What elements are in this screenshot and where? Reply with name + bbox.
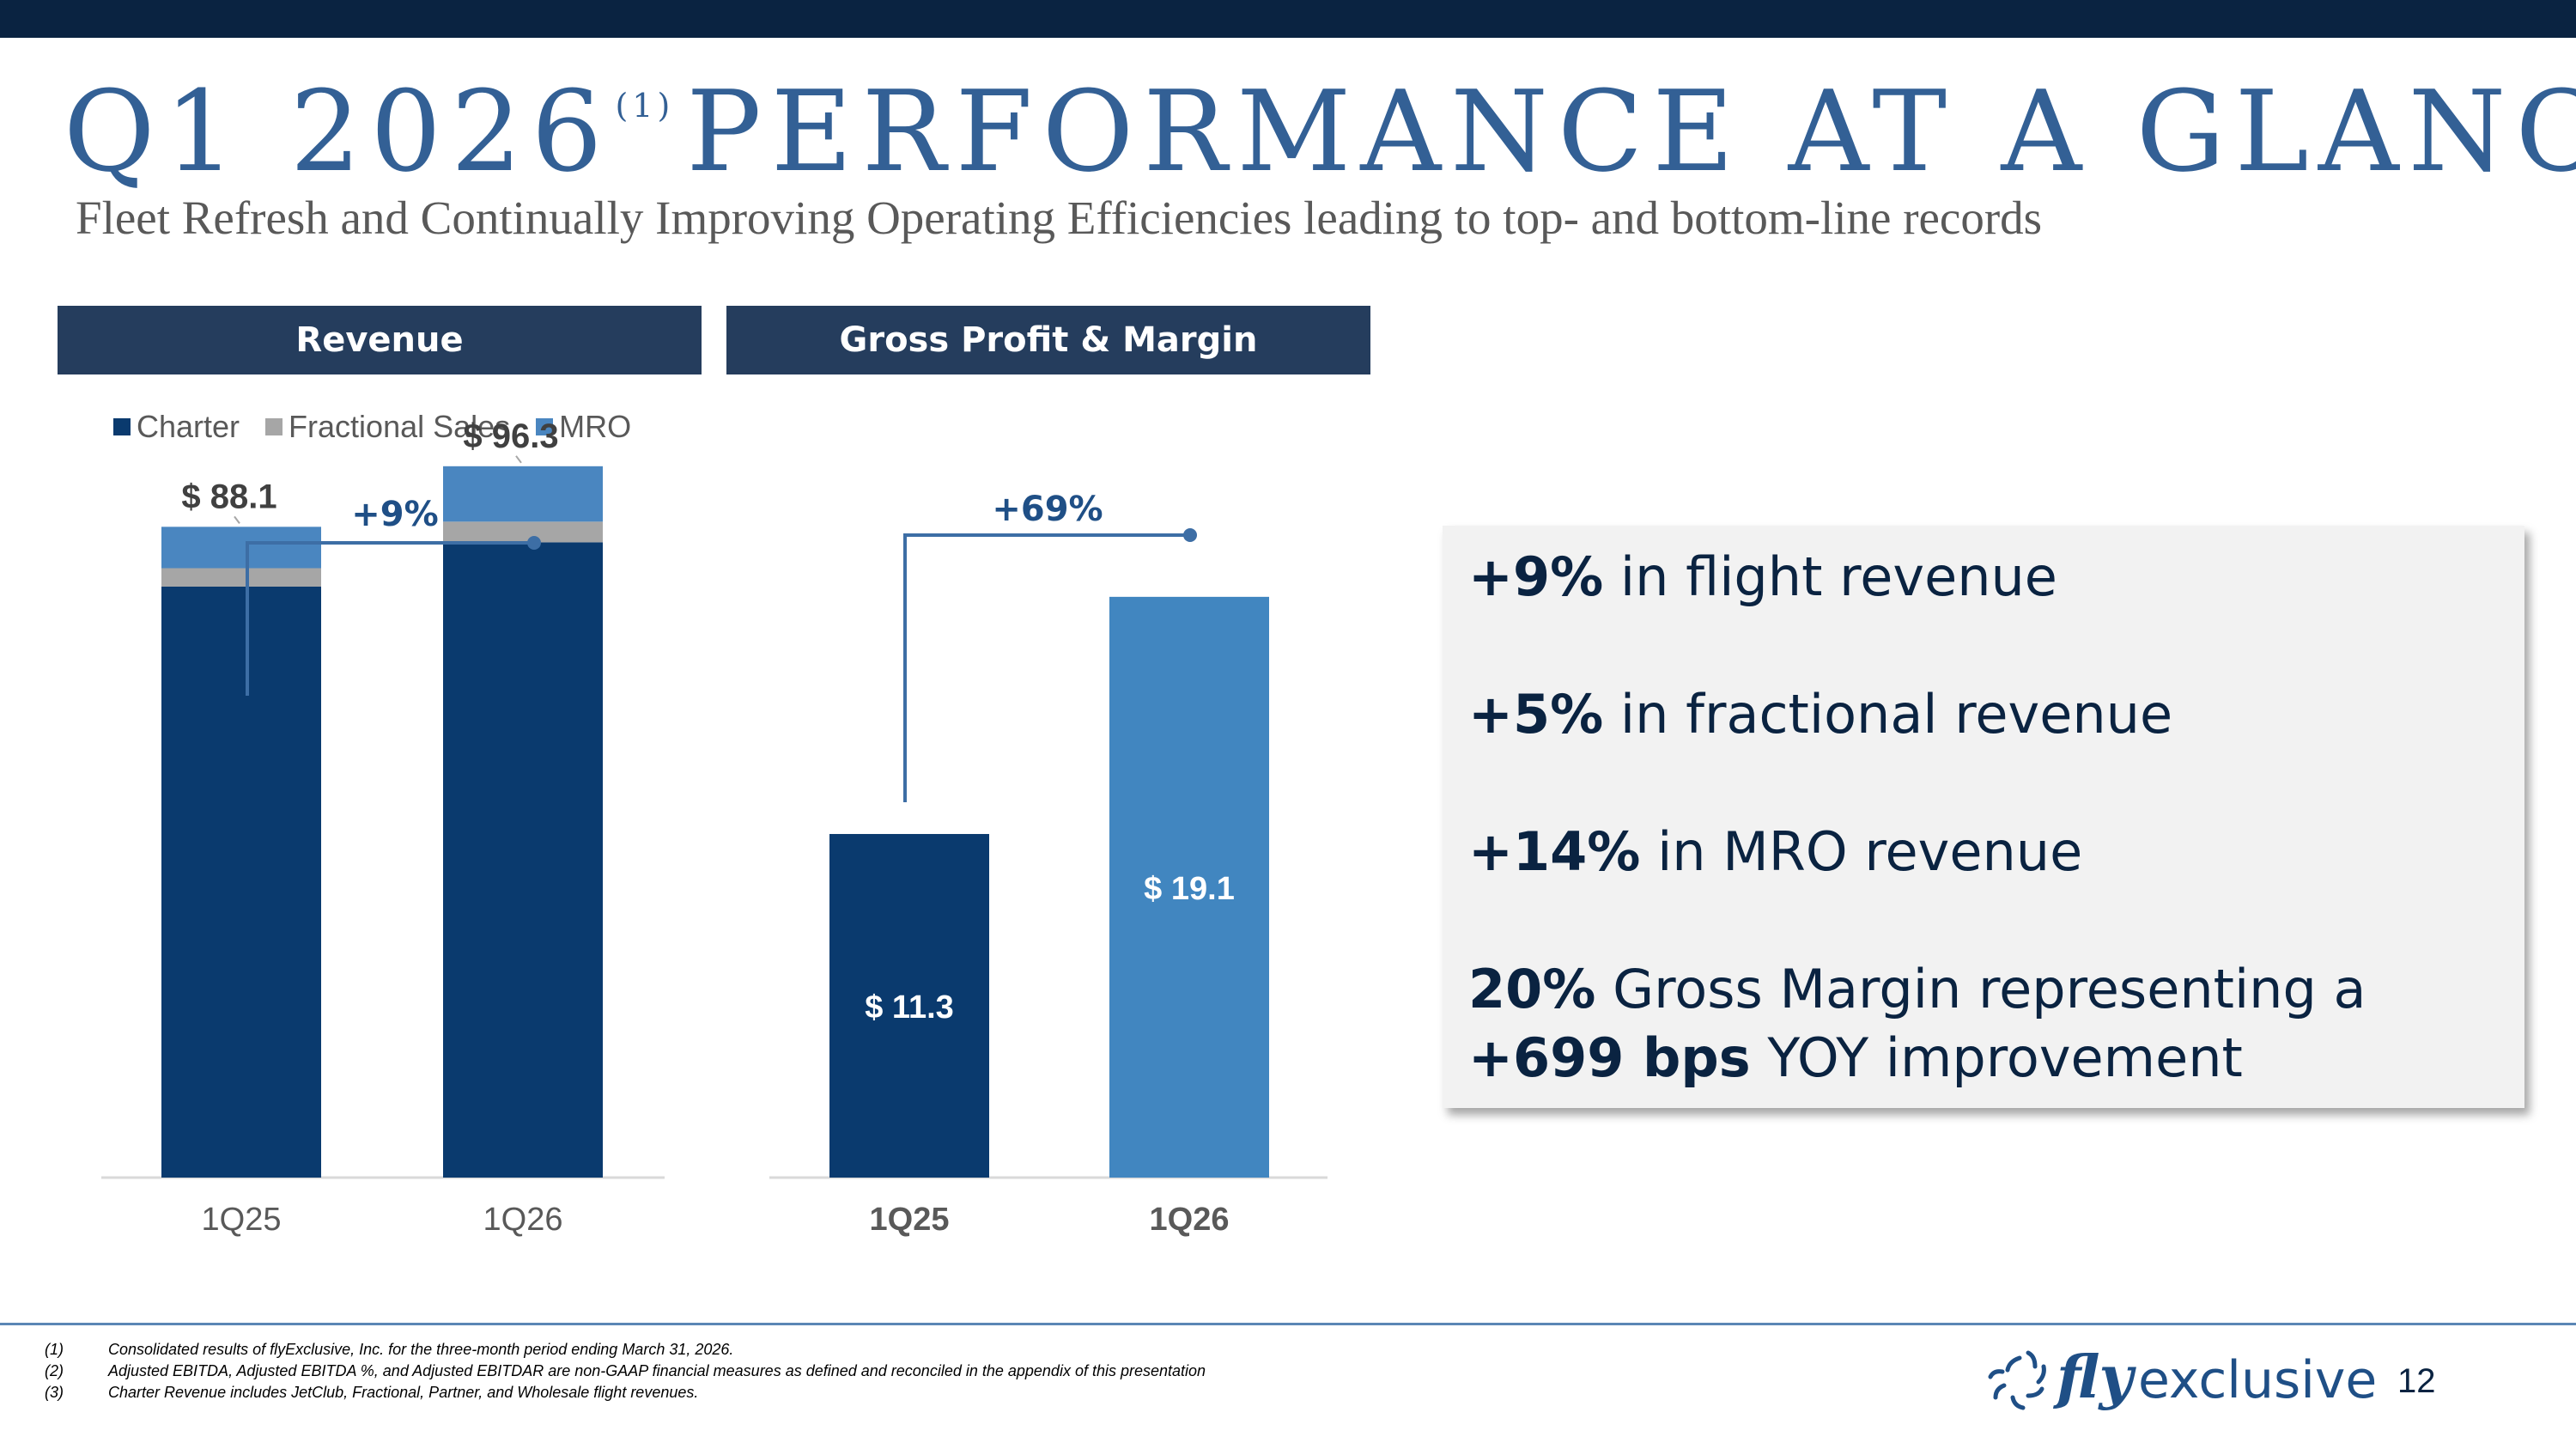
legend-swatch-mro	[536, 418, 554, 435]
revenue-bar-1Q25-charter	[161, 587, 321, 1178]
highlight-line: +5% in fractional revenue	[1468, 680, 2172, 749]
footnote-number: (2)	[45, 1362, 64, 1379]
highlights-callout: +9% in flight revenue +5% in fractional r…	[1443, 526, 2524, 1108]
revenue-growth-marker	[527, 536, 541, 550]
page-number: 12	[2397, 1362, 2436, 1400]
highlight-text: YOY improvement	[1750, 1026, 2243, 1089]
gross-x-tick: 1Q25	[870, 1202, 950, 1238]
gross-bar-1Q25	[829, 833, 989, 1178]
gross-growth-marker	[1183, 528, 1197, 542]
gross-bar-1Q26	[1109, 596, 1269, 1178]
footnote-2: (2) Adjusted EBITDA, Adjusted EBITDA %, …	[45, 1361, 1206, 1382]
highlight-line: +699 bps YOY improvement	[1468, 1024, 2243, 1093]
legend-label-charter: Charter	[137, 409, 240, 444]
legend-label-mro: MRO	[559, 409, 632, 444]
legend-item-mro: MRO	[536, 409, 631, 445]
title-main: Q1 2026	[64, 66, 612, 197]
highlight-text: in fractional revenue	[1603, 683, 2173, 746]
highlight-text: in flight revenue	[1603, 545, 2057, 608]
highlight-line: +14% in MRO revenue	[1468, 818, 2082, 886]
highlight-value: +699 bps	[1468, 1026, 1751, 1089]
legend-swatch-charter	[113, 418, 131, 435]
charts-svg: 1Q25 $ 88.1 1Q26 $ 96.3 +9% $ 11.3 1Q25 $ 19.1 1…	[101, 417, 1327, 1238]
highlight-value: +9%	[1468, 545, 1604, 608]
revenue-bar-1Q25-fractional-sales	[161, 568, 321, 587]
swirl-icon	[1988, 1350, 2046, 1410]
highlight-line: +9% in flight revenue	[1468, 543, 2057, 612]
revenue-panel-header: Revenue	[58, 306, 702, 374]
revenue-growth-label: +9%	[351, 495, 438, 534]
legend-swatch-fractional	[265, 418, 283, 435]
highlight-text: Gross Margin representing a	[1595, 958, 2366, 1020]
page-subtitle: Fleet Refresh and Continually Improving …	[76, 192, 2043, 244]
highlight-value: +5%	[1468, 683, 1604, 746]
gross-value-label: $ 11.3	[865, 989, 954, 1026]
footnote-text: Charter Revenue includes JetClub, Fracti…	[108, 1384, 699, 1401]
revenue-bar-1Q26-charter	[443, 542, 603, 1178]
highlight-line: 20% Gross Margin representing a	[1468, 955, 2366, 1024]
legend-item-charter: Charter	[113, 409, 240, 445]
footnote-text: Consolidated results of flyExclusive, In…	[108, 1341, 734, 1358]
logo-fly: fly	[2052, 1343, 2136, 1412]
page-title: Q1 2026 (1) PERFORMANCE AT A GLANCE	[64, 76, 2576, 187]
footnote-text: Adjusted EBITDA, Adjusted EBITDA %, and …	[108, 1362, 1206, 1379]
gross-x-tick: 1Q26	[1150, 1202, 1230, 1238]
revenue-bar-1Q25-mro	[161, 527, 321, 569]
revenue-total-label: $ 88.1	[181, 478, 276, 515]
gross-growth-label: +69%	[992, 490, 1103, 529]
legend-label-fractional: Fractional Sales	[289, 409, 511, 444]
revenue-bar-1Q26-mro	[443, 466, 603, 522]
gross-value-label: $ 19.1	[1144, 871, 1235, 907]
footnotes: (1) Consolidated results of flyExclusive…	[45, 1339, 1206, 1403]
highlight-text: in MRO revenue	[1640, 820, 2083, 883]
highlight-value: 20%	[1468, 958, 1596, 1020]
footnote-number: (1)	[45, 1341, 64, 1358]
revenue-bar-1Q26-fractional-sales	[443, 521, 603, 543]
title-footnote-ref: (1)	[615, 87, 675, 125]
revenue-total-label: $ 96.3	[463, 417, 558, 455]
footnote-3: (3) Charter Revenue includes JetClub, Fr…	[45, 1382, 1206, 1403]
title-rest: PERFORMANCE AT A GLANCE	[686, 66, 2576, 197]
revenue-x-tick: 1Q26	[483, 1202, 563, 1238]
legend-item-fractional: Fractional Sales	[265, 409, 510, 445]
revenue-x-tick: 1Q25	[202, 1202, 282, 1238]
revenue-legend: Charter Fractional Sales MRO	[113, 409, 657, 445]
revenue-growth-bracket	[246, 541, 534, 696]
gross-profit-panel-header: Gross Profit & Margin	[726, 306, 1370, 374]
footnote-1: (1) Consolidated results of flyExclusive…	[45, 1339, 1206, 1361]
revenue-label-leader	[234, 515, 240, 524]
logo-exclusive: exclusive	[2138, 1350, 2377, 1410]
highlight-value: +14%	[1468, 820, 1641, 883]
flyexclusive-logo: fly exclusive	[1988, 1343, 2377, 1412]
top-banner	[0, 0, 2576, 38]
gross-growth-bracket	[903, 533, 1190, 802]
revenue-label-leader	[515, 455, 522, 464]
footnote-number: (3)	[45, 1384, 64, 1401]
footnote-divider	[0, 1323, 2576, 1325]
